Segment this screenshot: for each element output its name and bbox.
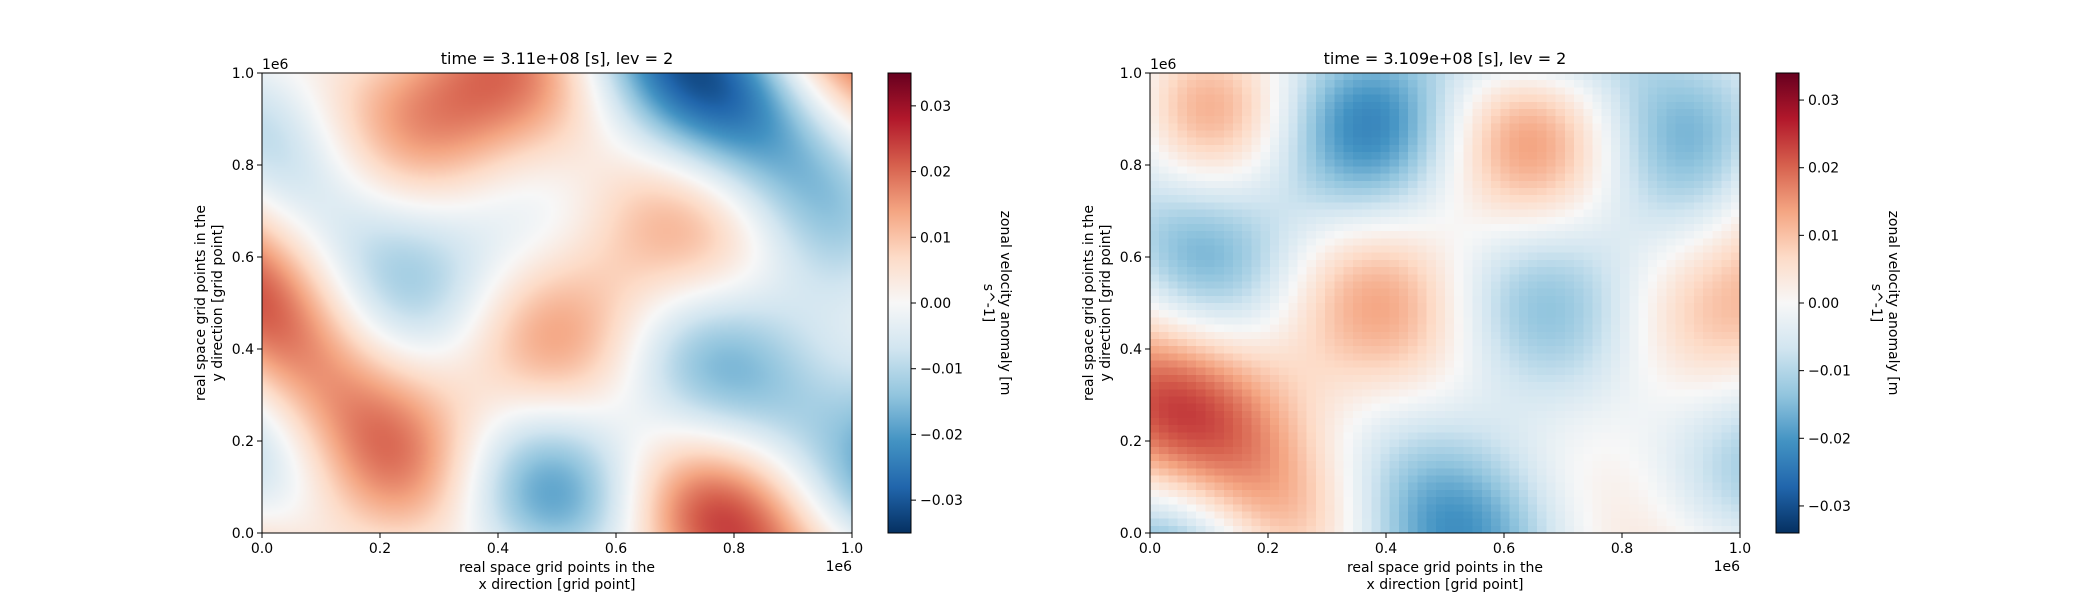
x-tick-label: 0.4 [1375, 541, 1397, 557]
y-tick-label: 0.0 [232, 526, 254, 542]
y-tick-label: 0.0 [1120, 526, 1142, 542]
y-axis-label-line1: real space grid points in the [1081, 205, 1097, 401]
x-tick-label: 0.0 [251, 541, 273, 557]
x-tick-label: 0.8 [1611, 541, 1633, 557]
colorbar-label-line1: zonal velocity anomaly [m [1885, 211, 1901, 396]
x-tick-label: 1.0 [1729, 541, 1751, 557]
colorbar-tick-label: 0.03 [920, 99, 951, 115]
colorbar-tick-label: 0.02 [920, 165, 951, 181]
colorbar-tick-label: −0.02 [1808, 431, 1851, 447]
y-tick-label: 1.0 [1120, 66, 1142, 82]
y-offset-text: 1e6 [262, 57, 289, 73]
y-tick-label: 0.6 [232, 250, 254, 266]
x-tick-label: 0.6 [605, 541, 627, 557]
y-tick-label: 0.4 [1120, 342, 1142, 358]
x-tick-label: 0.2 [1257, 541, 1279, 557]
x-offset-text: 1e6 [826, 559, 853, 575]
colorbar-tick-label: 0.00 [1808, 296, 1839, 312]
colorbar-tick-label: 0.01 [1808, 228, 1839, 244]
x-axis-label-line1: real space grid points in the [1347, 560, 1543, 576]
plot-frame [261, 72, 853, 534]
x-axis-label-line2: x direction [grid point] [478, 577, 635, 593]
x-axis-label-line2: x direction [grid point] [1366, 577, 1523, 593]
y-offset-text: 1e6 [1150, 57, 1177, 73]
colorbar-tick-label: −0.01 [920, 362, 963, 378]
chart-title: time = 3.109e+08 [s], lev = 2 [1324, 49, 1567, 68]
colorbar-tick-label: 0.01 [920, 230, 951, 246]
y-tick-label: 0.2 [232, 434, 254, 450]
colorbar-tick-label: 0.00 [920, 296, 951, 312]
colorbar [887, 72, 912, 534]
colorbar-tick-label: 0.02 [1808, 161, 1839, 177]
colorbar-tick-label: −0.02 [920, 427, 963, 443]
x-tick-label: 1.0 [841, 541, 863, 557]
y-axis-label-line2: y direction [grid point] [210, 224, 226, 381]
x-tick-label: 0.8 [723, 541, 745, 557]
x-axis-label-line1: real space grid points in the [459, 560, 655, 576]
y-axis-label-line1: real space grid points in the [193, 205, 209, 401]
y-tick-label: 0.8 [1120, 158, 1142, 174]
x-tick-label: 0.0 [1139, 541, 1161, 557]
colorbar-label-line2: s^-1] [1868, 284, 1884, 322]
chart-title: time = 3.11e+08 [s], lev = 2 [441, 49, 674, 68]
y-tick-label: 0.2 [1120, 434, 1142, 450]
y-tick-label: 0.8 [232, 158, 254, 174]
chart-panel-1: time = 3.11e+08 [s], lev = 2 0.0 0.2 0.4 0.6… [193, 49, 1013, 593]
colorbar-tick-label: 0.03 [1808, 93, 1839, 109]
colorbar-tick-label: −0.03 [1808, 499, 1851, 515]
y-tick-label: 0.6 [1120, 250, 1142, 266]
colorbar-label-line1: zonal velocity anomaly [m [997, 211, 1013, 396]
colorbar-tick-label: −0.03 [920, 493, 963, 509]
colorbar [1775, 72, 1800, 534]
x-tick-label: 0.2 [369, 541, 391, 557]
x-offset-text: 1e6 [1714, 559, 1741, 575]
x-tick-label: 0.6 [1493, 541, 1515, 557]
plot-frame [1149, 72, 1741, 534]
heatmap-field [262, 73, 852, 533]
colorbar-label-line2: s^-1] [980, 284, 996, 322]
y-axis-label-line2: y direction [grid point] [1098, 224, 1114, 381]
heatmap-field [1150, 73, 1740, 533]
colorbar-tick-label: −0.01 [1808, 364, 1851, 380]
x-tick-label: 0.4 [487, 541, 509, 557]
y-tick-label: 1.0 [232, 66, 254, 82]
y-tick-label: 0.4 [232, 342, 254, 358]
chart-panel-2: time = 3.109e+08 [s], lev = 2 0.0 0.2 0.4 0.… [1081, 49, 1901, 593]
